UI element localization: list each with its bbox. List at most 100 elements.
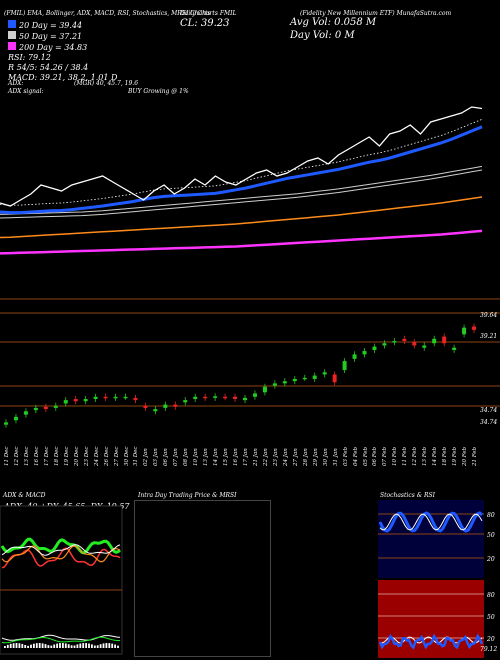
candle-1 xyxy=(13,416,18,421)
date-label-31: 29 Jan xyxy=(312,448,319,466)
buy-signal: BUY Growing @ 1% xyxy=(128,88,189,95)
ema20-label: 20 Day = 39.44 xyxy=(19,21,83,30)
date-label-34: 03 Feb xyxy=(342,446,349,466)
macd-readout: MACD: 39.21, 38.2, 1.01 D xyxy=(8,73,118,82)
date-label-25: 21 Jan xyxy=(252,448,259,466)
candle-9 xyxy=(93,396,98,400)
ema50-line-b xyxy=(0,165,483,215)
date-label-43: 14 Feb xyxy=(432,446,439,466)
price-axis-low: 34.74 xyxy=(480,407,498,414)
price-line xyxy=(0,106,483,207)
candle-29 xyxy=(292,378,297,382)
date-label-14: 02 Jan xyxy=(143,448,150,466)
date-label-37: 06 Feb xyxy=(372,446,379,466)
candle-11 xyxy=(113,396,118,399)
macd-hist-31 xyxy=(93,645,96,648)
stochastics-panel xyxy=(378,500,484,578)
stoch-d-line xyxy=(379,513,483,531)
date-label-13: 31 Dec xyxy=(133,446,140,467)
chart-title-right: (Fidelity New Millennium ETF) MunafaSutr… xyxy=(300,10,452,17)
macd-hist-25 xyxy=(76,644,79,648)
macd-hist-35 xyxy=(105,643,108,648)
close-price: CL: 39.23 xyxy=(180,18,230,29)
date-label-5: 18 Dec xyxy=(53,446,60,467)
ema-dotted-line xyxy=(0,118,483,206)
intraday-title: Intra Day Trading Price & MRSI xyxy=(138,492,237,499)
rsi-panel xyxy=(378,580,484,658)
candle-0 xyxy=(4,422,8,425)
stoch-level-20: 20 xyxy=(487,556,495,563)
macd-hist-33 xyxy=(99,644,102,648)
macd-hist-28 xyxy=(85,643,87,648)
date-label-35: 04 Feb xyxy=(352,446,359,466)
date-label-7: 20 Dec xyxy=(73,446,80,467)
rsi-bg xyxy=(378,580,484,658)
date-label-12: 30 Dec xyxy=(123,446,130,467)
candle-15 xyxy=(153,409,158,412)
macd-hist-37 xyxy=(111,643,114,648)
adx-macd-title: ADX & MACD xyxy=(3,492,46,499)
adx-macd-panel xyxy=(0,505,123,655)
macd-line xyxy=(1,634,121,641)
date-label-11: 27 Dec xyxy=(113,446,120,467)
date-label-2: 13 Dec xyxy=(23,446,30,467)
candle-23 xyxy=(233,396,238,400)
date-label-47: 21 Feb xyxy=(472,446,479,466)
date-label-24: 17 Jan xyxy=(243,448,249,466)
macd-hist-15 xyxy=(47,645,50,648)
macd-hist-14 xyxy=(44,644,47,648)
macd-hist-8 xyxy=(27,645,29,648)
candle-6 xyxy=(63,400,68,404)
macd-hist-0 xyxy=(4,646,6,648)
candle-26 xyxy=(262,386,267,393)
macd-hist-36 xyxy=(108,643,111,648)
ema50-label: 50 Day = 37.21 xyxy=(19,32,83,41)
candle-34 xyxy=(342,361,347,371)
candle-41 xyxy=(412,342,417,346)
rsi-level-20: 20 xyxy=(487,636,495,643)
ema20-swatch xyxy=(8,20,16,28)
macd-hist-29 xyxy=(88,643,90,648)
macd-hist-12 xyxy=(38,643,41,648)
candle-21 xyxy=(213,396,218,398)
date-label-21: 14 Jan xyxy=(213,448,220,466)
candle-46 xyxy=(462,327,467,335)
date-label-33: 31 Jan xyxy=(332,448,339,466)
candle-37 xyxy=(372,346,377,350)
macd-hist-10 xyxy=(33,643,35,648)
macd-hist-4 xyxy=(15,643,18,648)
candle-25 xyxy=(252,393,257,397)
macd-hist-9 xyxy=(30,644,32,648)
stoch-k-line xyxy=(378,511,483,533)
macd-hist-17 xyxy=(53,644,56,648)
date-label-1: 12 Dec xyxy=(13,446,20,467)
date-label-10: 26 Dec xyxy=(103,446,110,467)
candle-10 xyxy=(103,396,108,399)
candle-40 xyxy=(402,338,407,342)
stoch-rsi-title: Stochastics & RSI xyxy=(380,492,435,499)
candle-12 xyxy=(123,396,128,399)
rsi-level-80: 80 xyxy=(487,592,495,599)
candle-32 xyxy=(322,372,327,375)
macd-hist-18 xyxy=(56,643,58,648)
candle-44 xyxy=(442,336,447,344)
adx-panel-frame xyxy=(0,505,123,655)
candle-20 xyxy=(203,396,208,399)
date-label-15: 03 Jan xyxy=(153,448,160,466)
candle-28 xyxy=(282,381,287,384)
macd-hist-24 xyxy=(73,645,76,648)
adx-signal-label: ADX signal: xyxy=(8,88,44,95)
candle-31 xyxy=(312,375,317,379)
macd-hist-23 xyxy=(70,645,73,648)
candle-18 xyxy=(183,400,188,403)
date-label-6: 19 Dec xyxy=(63,446,70,467)
date-label-29: 27 Jan xyxy=(292,448,299,466)
stoch-level-50: 50 xyxy=(487,532,495,539)
candle-16 xyxy=(163,404,168,408)
macd-hist-11 xyxy=(35,643,38,648)
candle-43 xyxy=(432,338,437,344)
macd-hist-13 xyxy=(41,643,44,648)
date-label-3: 16 Dec xyxy=(33,446,40,467)
rsi-level-50: 50 xyxy=(487,614,495,621)
date-label-20: 13 Jan xyxy=(203,448,210,466)
